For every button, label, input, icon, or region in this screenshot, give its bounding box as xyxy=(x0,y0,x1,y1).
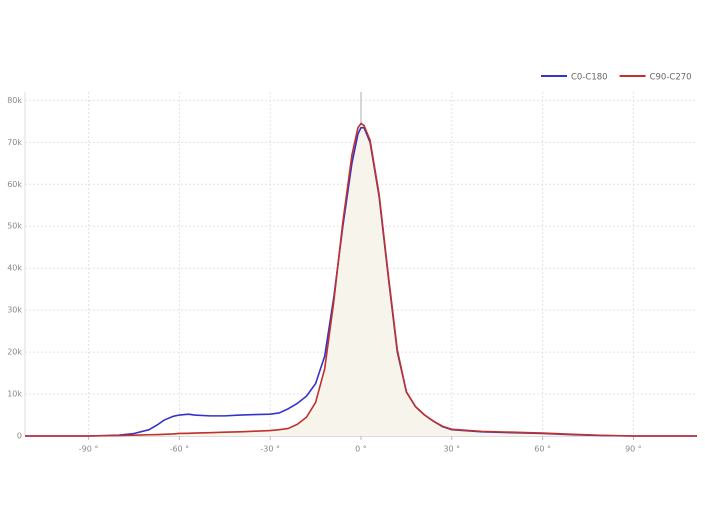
legend-label[interactable]: C90-C270 xyxy=(650,73,692,83)
x-tick-label: -60 ° xyxy=(170,445,190,454)
y-tick-label: 40k xyxy=(7,264,22,273)
line-series xyxy=(25,122,697,437)
x-tick-label: 30 ° xyxy=(443,445,460,454)
y-tick-label: 30k xyxy=(7,306,22,315)
legend-label[interactable]: C0-C180 xyxy=(571,73,608,83)
y-tick-label: 70k xyxy=(7,138,22,147)
y-tick-label: 0 xyxy=(17,432,22,441)
y-tick-label: 20k xyxy=(7,348,22,357)
x-tick-label: -30 ° xyxy=(260,445,280,454)
y-tick-label: 10k xyxy=(7,390,22,399)
y-tick-label: 60k xyxy=(7,180,22,189)
area-fill xyxy=(25,123,697,437)
x-tick-label: 60 ° xyxy=(534,445,551,454)
x-tick-label: 90 ° xyxy=(625,445,642,454)
x-tick-label: -90 ° xyxy=(79,445,99,454)
x-tick-label: 0 ° xyxy=(355,445,367,454)
y-tick-label: 50k xyxy=(7,222,22,231)
y-tick-label: 80k xyxy=(7,96,22,105)
